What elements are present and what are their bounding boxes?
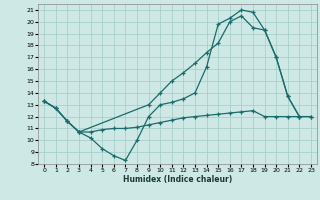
X-axis label: Humidex (Indice chaleur): Humidex (Indice chaleur) [123,175,232,184]
